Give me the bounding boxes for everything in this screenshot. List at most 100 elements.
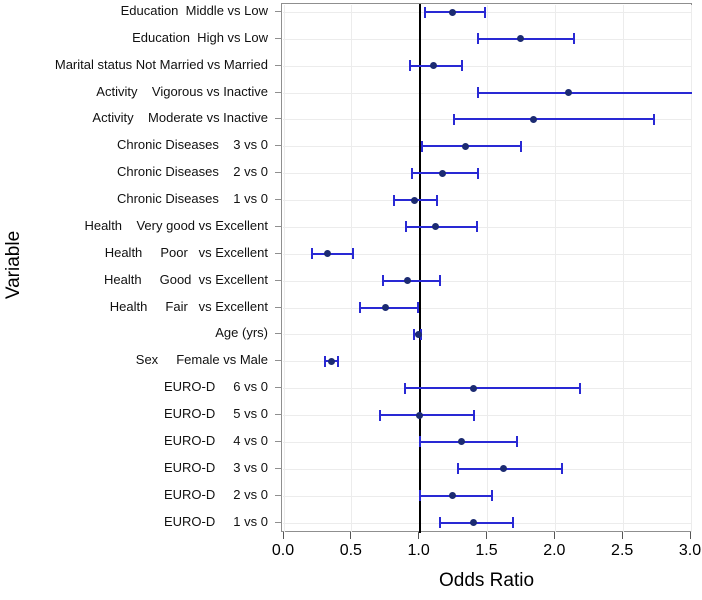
odds-ratio-point xyxy=(410,196,418,204)
x-axis-tick-label: 3.0 xyxy=(678,542,702,559)
category-label: EURO-D 6 vs 0 xyxy=(163,379,268,395)
y-axis-tick xyxy=(275,252,281,254)
category-label: EURO-D 4 vs 0 xyxy=(163,432,268,448)
y-axis-tick xyxy=(275,199,281,201)
odds-ratio-point xyxy=(448,8,456,16)
y-gridline xyxy=(283,65,692,67)
odds-ratio-point xyxy=(439,169,447,177)
y-axis-tick xyxy=(275,440,281,442)
ci-upper-cap xyxy=(573,33,576,45)
odds-ratio-point xyxy=(458,438,466,446)
y-axis-tick xyxy=(275,387,281,389)
x-axis-title: Odds Ratio xyxy=(438,570,535,591)
x-gridline xyxy=(554,5,556,532)
y-axis-tick xyxy=(275,11,281,12)
x-gridline xyxy=(690,5,692,532)
confidence-interval-line xyxy=(380,414,474,417)
category-label: Activity Vigorous vs Inactive xyxy=(96,83,268,99)
ci-upper-cap xyxy=(578,382,581,394)
ci-lower-cap xyxy=(405,221,408,233)
ci-upper-cap xyxy=(417,302,420,314)
odds-ratio-point xyxy=(323,250,331,258)
x-axis-tick-label: 0.0 xyxy=(271,542,295,559)
x-axis-tick xyxy=(418,532,420,539)
y-axis-tick xyxy=(275,306,281,308)
y-gridline xyxy=(283,415,692,417)
confidence-interval-line xyxy=(478,91,692,94)
y-gridline xyxy=(283,307,692,309)
ci-lower-cap xyxy=(311,248,314,260)
y-axis-tick xyxy=(275,360,281,362)
ci-lower-cap xyxy=(409,60,412,72)
category-label: Health Good vs Excellent xyxy=(103,271,268,287)
ci-lower-cap xyxy=(477,33,479,45)
ci-upper-cap xyxy=(512,517,515,529)
category-label: Activity Moderate vs Inactive xyxy=(92,110,268,126)
y-axis-tick xyxy=(275,521,281,523)
category-label: Education High vs Low xyxy=(132,29,268,45)
confidence-interval-line xyxy=(453,118,655,121)
ci-upper-cap xyxy=(653,113,656,125)
confidence-interval-line xyxy=(359,306,419,309)
confidence-interval-line xyxy=(419,440,518,443)
y-gridline xyxy=(283,12,692,13)
category-label: Education Middle vs Low xyxy=(120,3,268,18)
category-label: Sex Female vs Male xyxy=(135,352,268,368)
y-gridline xyxy=(283,361,692,363)
y-axis-tick xyxy=(275,467,281,469)
odds-ratio-point xyxy=(414,330,422,338)
x-axis-tick-label: 1.0 xyxy=(407,542,430,559)
odds-ratio-point xyxy=(565,89,573,97)
y-gridline xyxy=(283,334,692,336)
confidence-interval-line xyxy=(406,225,477,228)
ci-lower-cap xyxy=(456,463,459,475)
category-label: Marital status Not Married vs Married xyxy=(54,56,268,72)
ci-lower-cap xyxy=(439,517,442,529)
confidence-interval-line xyxy=(422,145,522,148)
odds-ratio-point xyxy=(530,115,538,123)
x-axis-tick-label: 1.5 xyxy=(475,542,498,559)
category-label: EURO-D 5 vs 0 xyxy=(163,406,268,422)
category-label: Health Very good vs Excellent xyxy=(84,217,268,233)
odds-ratio-point xyxy=(403,277,411,285)
ci-lower-cap xyxy=(452,113,455,125)
ci-upper-cap xyxy=(460,60,463,72)
x-axis-tick xyxy=(689,532,691,539)
ci-lower-cap xyxy=(477,87,479,99)
ci-upper-cap xyxy=(439,275,442,287)
ci-lower-cap xyxy=(323,355,326,367)
category-label: Health Poor vs Excellent xyxy=(104,244,268,260)
odds-ratio-point xyxy=(429,62,437,70)
ci-upper-cap xyxy=(337,355,340,367)
y-axis-tick xyxy=(275,64,281,66)
ci-lower-cap xyxy=(403,382,406,394)
category-label: EURO-D 2 vs 0 xyxy=(163,486,268,502)
category-label: Age (yrs) xyxy=(215,325,268,341)
y-axis-tick xyxy=(275,172,281,174)
odds-ratio-point xyxy=(516,35,524,43)
y-gridline xyxy=(283,226,692,228)
ci-upper-cap xyxy=(352,248,355,260)
ci-lower-cap xyxy=(358,302,361,314)
ci-upper-cap xyxy=(520,140,523,152)
y-axis-tick xyxy=(275,37,281,39)
y-axis-tick xyxy=(275,225,281,227)
plot-area xyxy=(281,3,692,533)
y-axis-tick xyxy=(275,118,281,120)
y-axis-tick xyxy=(275,279,281,281)
category-label: EURO-D 1 vs 0 xyxy=(163,513,268,529)
y-axis-tick xyxy=(275,91,281,93)
x-gridline xyxy=(622,5,624,532)
ci-upper-cap xyxy=(516,436,519,448)
confidence-interval-line xyxy=(383,279,440,282)
odds-ratio-point xyxy=(327,357,335,365)
x-axis-tick-label: 2.0 xyxy=(543,542,566,559)
confidence-interval-line xyxy=(404,387,580,390)
ci-upper-cap xyxy=(475,221,478,233)
y-axis-tick xyxy=(275,494,281,496)
ci-upper-cap xyxy=(483,6,486,18)
x-axis-tick xyxy=(350,532,352,539)
x-gridline xyxy=(487,5,488,532)
x-axis-tick xyxy=(553,532,555,539)
